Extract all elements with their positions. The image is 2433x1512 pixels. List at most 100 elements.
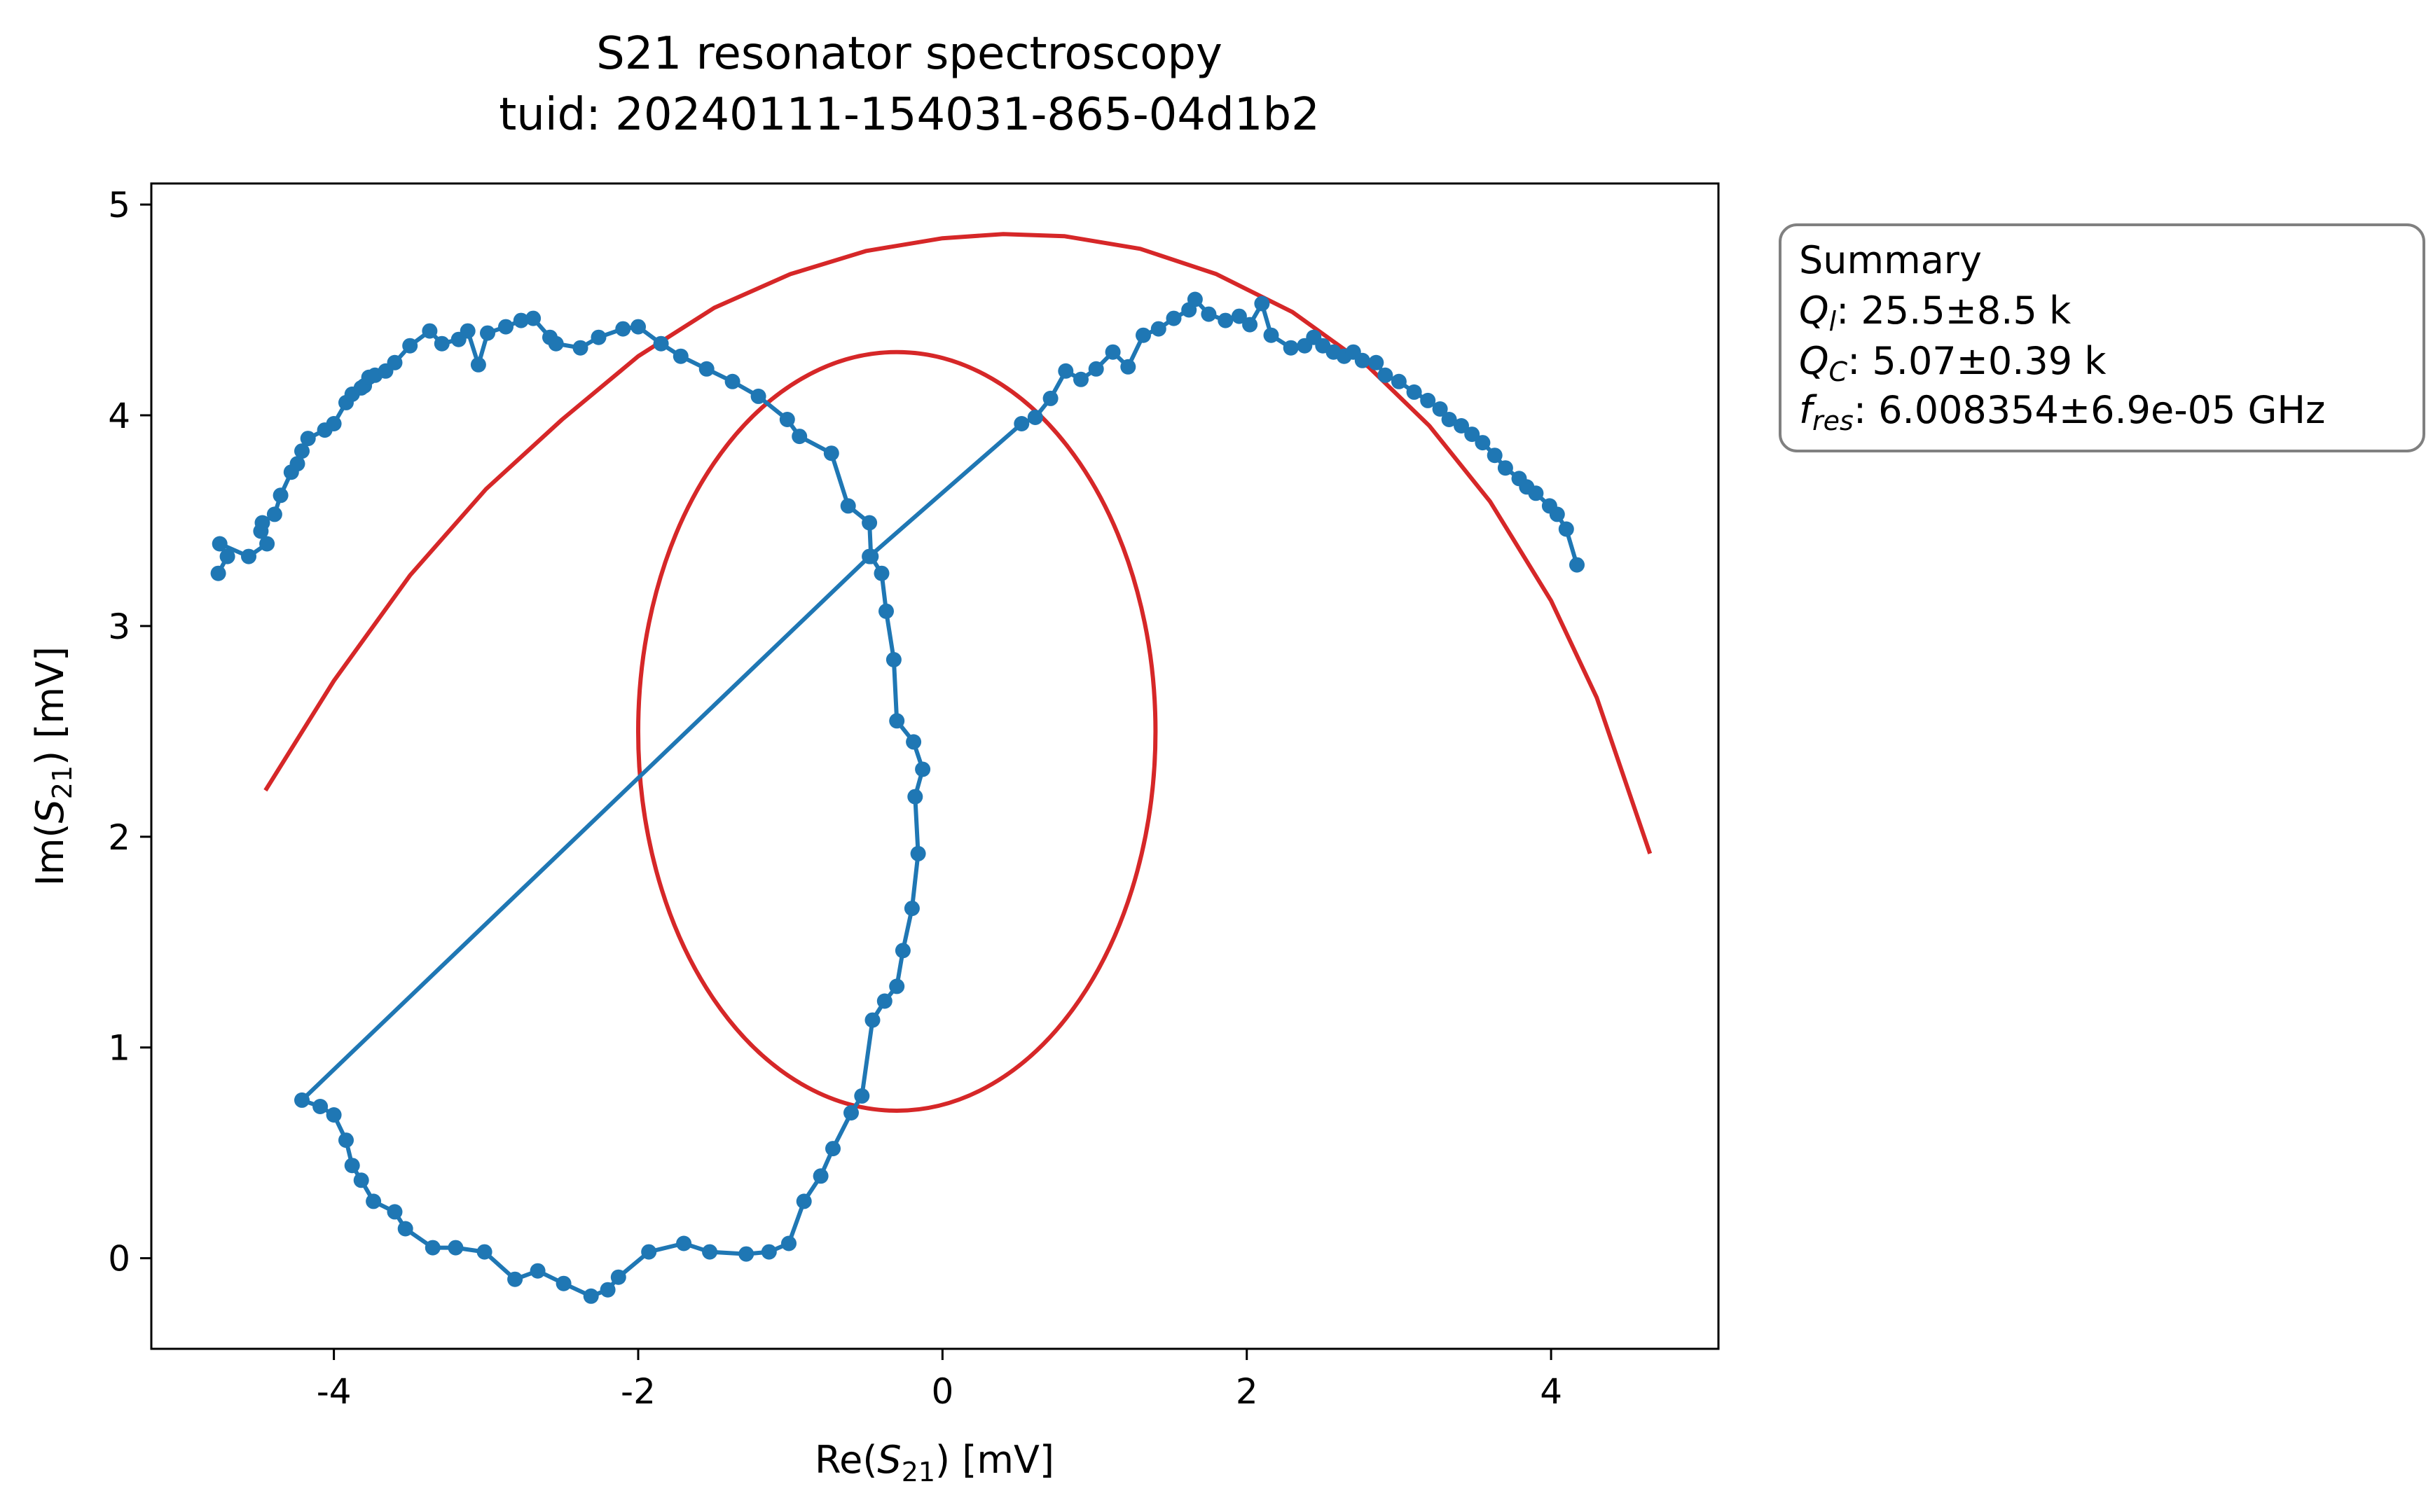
summary-qc-value: : 5.07±0.39 k <box>1847 339 2107 383</box>
data-point <box>781 1235 797 1251</box>
data-point <box>1150 321 1166 337</box>
data-point <box>1088 361 1104 377</box>
data-point <box>1432 401 1448 417</box>
data-point <box>1166 310 1182 326</box>
data-point <box>572 340 588 356</box>
data-point <box>513 312 529 328</box>
data-point <box>556 1275 572 1291</box>
x-axis-label-subscript: 21 <box>902 1457 935 1487</box>
y-axis-label-symbol: S <box>28 799 72 823</box>
y-tick-label: 5 <box>108 185 130 226</box>
summary-fres-value: : 6.008354±6.9e-05 GHz <box>1854 388 2326 432</box>
data-point <box>397 1221 413 1237</box>
plot-frame <box>150 182 1720 1350</box>
data-point <box>895 943 911 959</box>
data-point <box>915 761 931 777</box>
data-point <box>813 1168 829 1184</box>
chart-title: S21 resonator spectroscopy <box>596 28 1222 80</box>
x-tick-label: 2 <box>1236 1371 1258 1412</box>
data-point <box>854 1088 870 1104</box>
data-point <box>294 1092 310 1108</box>
data-point <box>1218 312 1234 328</box>
data-point <box>641 1244 657 1260</box>
data-point <box>1391 373 1407 389</box>
data-point <box>910 845 926 861</box>
data-point <box>1042 390 1059 406</box>
data-point <box>724 373 740 389</box>
data-point <box>326 1107 342 1123</box>
data-point <box>673 348 689 364</box>
data-point <box>702 1244 718 1260</box>
data-point <box>864 1012 881 1028</box>
data-point <box>761 1244 777 1260</box>
data-point <box>387 354 403 370</box>
data-point <box>1454 418 1469 434</box>
y-axis-ticks: 0 1 2 3 4 5 <box>108 185 151 1279</box>
data-point <box>876 993 892 1009</box>
data-point <box>1569 557 1585 573</box>
data-point <box>825 1141 841 1157</box>
data-point <box>1201 306 1217 322</box>
data-point <box>402 338 418 354</box>
data-point <box>840 498 856 514</box>
data-point <box>210 565 226 581</box>
data-point <box>862 548 878 564</box>
data-point <box>792 429 808 445</box>
summary-box: Summary Ql: 25.5±8.5 k QC: 5.07±0.39 k f… <box>1779 223 2425 452</box>
data-point <box>1231 308 1247 324</box>
data-point <box>862 515 878 531</box>
data-point <box>548 335 564 352</box>
x-axis-label-pre: Re( <box>815 1438 877 1482</box>
data-point <box>422 323 438 339</box>
data-point <box>1254 296 1270 312</box>
data-point <box>1014 416 1030 431</box>
summary-ql-subscript: l <box>1829 306 1837 337</box>
data-point <box>1549 506 1565 522</box>
data-point <box>338 1132 354 1149</box>
x-tick-label: -2 <box>621 1371 656 1412</box>
data-point <box>1420 392 1436 408</box>
data-point <box>676 1235 692 1251</box>
data-point <box>1497 460 1513 476</box>
data-point <box>591 329 607 345</box>
data-point <box>525 310 542 326</box>
data-point <box>480 325 495 341</box>
data-point <box>1136 327 1151 343</box>
data-point <box>843 1105 859 1121</box>
data-point <box>906 734 922 750</box>
data-point <box>874 565 890 581</box>
data-point <box>273 487 289 504</box>
data-point <box>779 412 795 427</box>
data-point <box>476 1244 492 1260</box>
data-point <box>1105 344 1121 360</box>
data-point <box>1263 327 1279 343</box>
data-series-line <box>216 297 1579 1298</box>
data-point <box>1073 371 1089 387</box>
data-point <box>219 548 235 564</box>
data-point <box>366 1193 382 1209</box>
y-tick-label: 0 <box>108 1239 130 1279</box>
summary-fres: fres: 6.008354±6.9e-05 GHz <box>1799 388 2325 436</box>
data-point <box>326 416 342 431</box>
x-axis-label-post: ) [mV] <box>935 1438 1054 1482</box>
x-tick-label: 0 <box>931 1371 953 1412</box>
data-point <box>470 356 486 373</box>
summary-ql-value: : 25.5±8.5 k <box>1836 289 2072 333</box>
x-axis-label: Re(S21) [mV] <box>815 1438 1054 1487</box>
data-point <box>498 319 514 335</box>
summary-qc-subscript: C <box>1829 356 1848 387</box>
y-tick-label: 2 <box>108 817 130 858</box>
summary-ql-symbol: Q <box>1799 289 1829 333</box>
data-point <box>1528 485 1544 501</box>
data-point <box>610 1269 626 1285</box>
data-point <box>460 323 476 339</box>
data-point <box>889 978 905 994</box>
data-point <box>630 319 646 335</box>
y-axis-label-pre: Im( <box>28 823 72 886</box>
data-point <box>294 443 310 459</box>
data-point <box>885 652 902 667</box>
summary-qc-symbol: Q <box>1799 339 1829 383</box>
fit-arc-line <box>263 232 1653 854</box>
data-point <box>600 1282 616 1298</box>
